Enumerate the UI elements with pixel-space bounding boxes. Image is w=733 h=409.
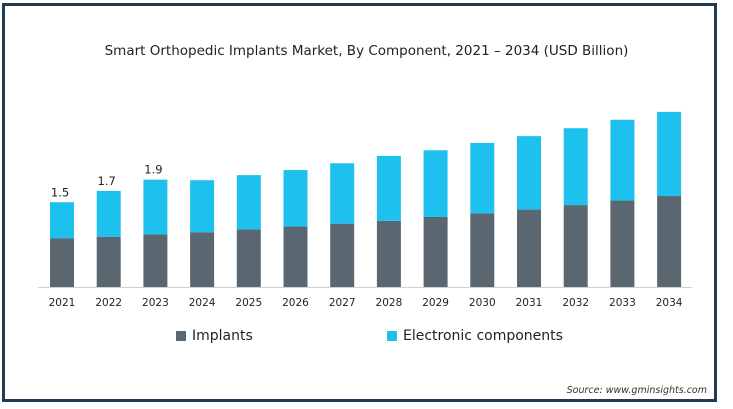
chart-title: Smart Orthopedic Implants Market, By Com… xyxy=(104,43,629,59)
bar-electronic-components-2031 xyxy=(517,136,541,210)
bar-implants-2024 xyxy=(190,232,215,287)
data-label-2022: 1.7 xyxy=(98,174,116,188)
bar-electronic-components-2025 xyxy=(236,175,261,230)
x-tick-label-2024: 2024 xyxy=(189,297,216,309)
bar-electronic-components-2034 xyxy=(657,111,682,197)
x-tick-label-2025: 2025 xyxy=(235,297,262,309)
bar-electronic-components-2024 xyxy=(190,180,215,233)
x-tick-label-2027: 2027 xyxy=(329,297,356,309)
bar-implants-2021 xyxy=(50,238,74,287)
bar-electronic-components-2030 xyxy=(470,142,495,214)
bar-implants-2033 xyxy=(610,200,635,287)
bar-implants-2032 xyxy=(563,205,588,287)
x-tick-label-2026: 2026 xyxy=(282,297,309,309)
bar-electronic-components-2032 xyxy=(563,128,588,206)
chart-frame xyxy=(2,3,717,402)
bar-electronic-components-2026 xyxy=(283,170,308,227)
bar-implants-2022 xyxy=(96,236,121,287)
bar-implants-2028 xyxy=(376,220,401,287)
legend-item-electronic-components: Electronic components xyxy=(387,328,563,344)
x-tick-label-2022: 2022 xyxy=(95,297,122,309)
legend-label-electronic-components: Electronic components xyxy=(403,328,563,344)
x-tick-label-2033: 2033 xyxy=(609,297,636,309)
bar-implants-2034 xyxy=(657,196,682,287)
legend: Implants Electronic components xyxy=(0,328,733,348)
bar-implants-2025 xyxy=(236,229,261,287)
bar-implants-2030 xyxy=(470,213,495,287)
bar-implants-2027 xyxy=(330,223,355,287)
bar-implants-2026 xyxy=(283,226,308,287)
x-tick-label-2021: 2021 xyxy=(49,297,76,309)
bar-electronic-components-2023 xyxy=(143,179,168,235)
bar-implants-2029 xyxy=(423,216,448,287)
legend-label-implants: Implants xyxy=(192,328,253,344)
bar-electronic-components-2028 xyxy=(376,155,401,221)
data-label-2021: 1.5 xyxy=(51,185,69,199)
data-label-2023: 1.9 xyxy=(144,163,162,177)
x-tick-label-2031: 2031 xyxy=(516,297,543,309)
x-tick-label-2032: 2032 xyxy=(562,297,589,309)
legend-item-implants: Implants xyxy=(176,328,253,344)
legend-swatch-electronic-components xyxy=(387,331,397,341)
bar-electronic-components-2022 xyxy=(96,190,121,237)
x-tick-label-2030: 2030 xyxy=(469,297,496,309)
x-tick-label-2028: 2028 xyxy=(376,297,403,309)
bar-electronic-components-2029 xyxy=(423,150,448,217)
x-tick-label-2023: 2023 xyxy=(142,297,169,309)
x-tick-label-2034: 2034 xyxy=(656,297,683,309)
bar-electronic-components-2027 xyxy=(330,163,355,224)
bar-electronic-components-2021 xyxy=(50,202,74,239)
source-note: Source: www.gminsights.com xyxy=(566,385,707,396)
x-tick-label-2029: 2029 xyxy=(422,297,449,309)
bar-implants-2023 xyxy=(143,234,168,287)
bar-implants-2031 xyxy=(517,209,541,287)
bar-electronic-components-2033 xyxy=(610,119,635,201)
legend-swatch-implants xyxy=(176,331,186,341)
